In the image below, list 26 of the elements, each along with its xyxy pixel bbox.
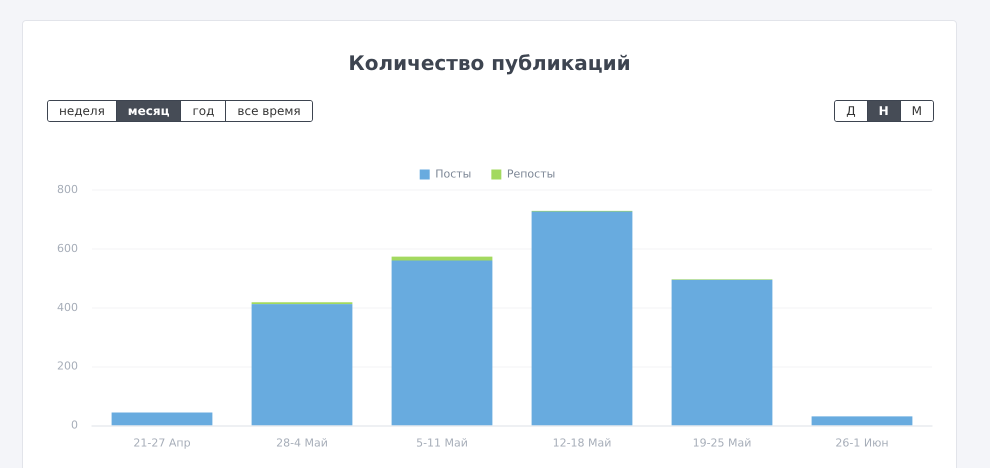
toggle-button: год [180, 101, 226, 121]
toggle-button: месяц [116, 101, 180, 121]
bar [392, 260, 492, 426]
x-tick-label: 12-18 Май [552, 436, 612, 450]
y-tick-label: 800 [56, 182, 78, 196]
x-tick-label: 28-4 Май [276, 436, 328, 450]
toggle-button: все время [225, 101, 312, 121]
y-tick-label: 0 [70, 418, 78, 432]
y-tick-label: 200 [56, 360, 78, 373]
bar [252, 304, 352, 426]
legend-label: Посты [435, 167, 472, 180]
x-tick-label: 26-1 Июн [835, 436, 889, 450]
bar [392, 256, 492, 260]
y-tick-label: 600 [56, 242, 78, 255]
toggle-button: Н [866, 101, 900, 121]
bar [112, 412, 212, 426]
y-tick-label: 400 [56, 300, 78, 314]
bar [812, 416, 912, 426]
chart-title: Количество публикаций [347, 51, 632, 75]
x-tick-label: 21-27 Апр [133, 436, 191, 450]
bar [672, 280, 772, 426]
x-tick-label: 19-25 Май [692, 436, 752, 450]
toggle-button: М [900, 101, 933, 121]
legend-label: Репосты [506, 167, 556, 180]
x-tick-label: 5-11 Май [416, 436, 468, 450]
bar [532, 212, 632, 426]
